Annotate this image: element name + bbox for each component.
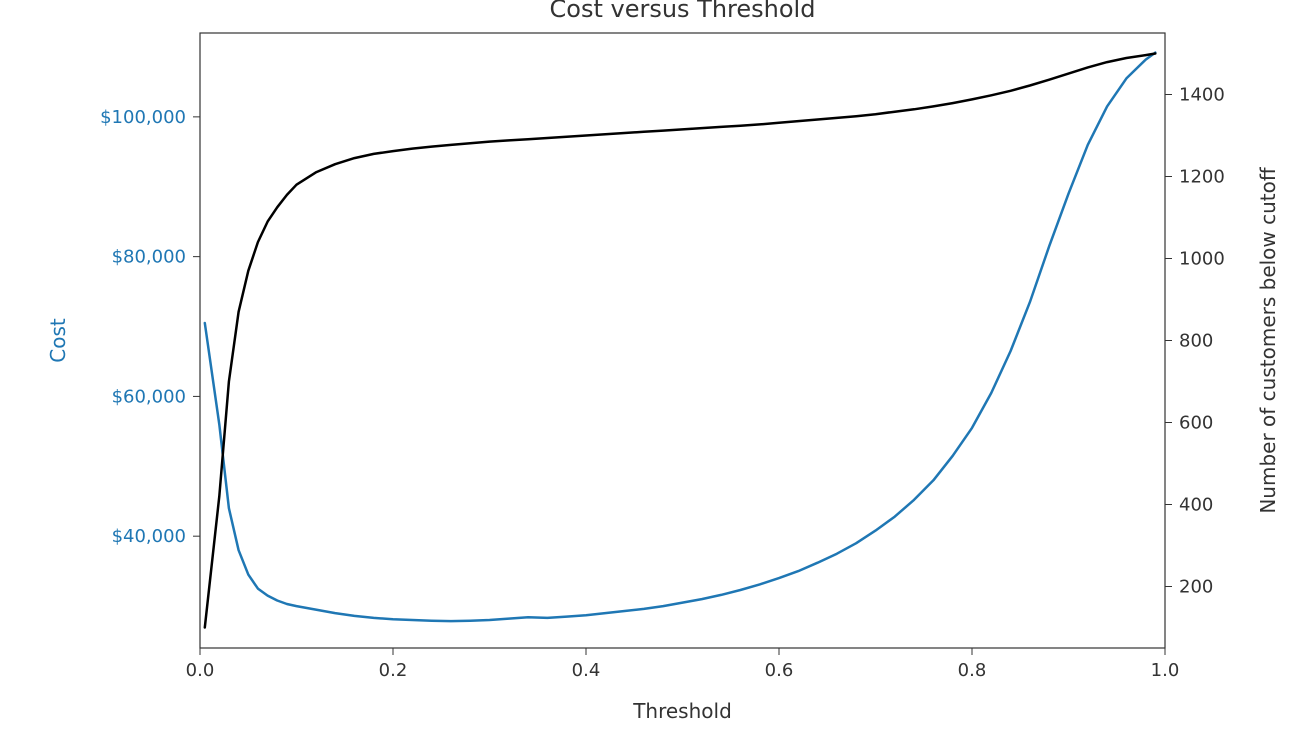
y-right-tick-label: 800 xyxy=(1179,331,1213,352)
x-tick-label: 0.8 xyxy=(958,660,987,681)
x-tick-label: 0.2 xyxy=(379,660,408,681)
y-left-tick-label: $100,000 xyxy=(100,107,186,128)
x-tick-label: 0.4 xyxy=(572,660,601,681)
x-tick-label: 1.0 xyxy=(1151,660,1180,681)
y-left-tick-label: $40,000 xyxy=(112,526,186,547)
y-right-tick-label: 200 xyxy=(1179,577,1213,598)
y-right-tick-label: 1000 xyxy=(1179,249,1225,270)
x-tick-label: 0.0 xyxy=(186,660,215,681)
y-right-axis-label: Number of customers below cutoff xyxy=(1256,166,1280,514)
y-left-axis-label: Cost xyxy=(46,318,70,363)
chart-container: Cost versus Threshold 0.0 0.2 0.4 0.6 0.8 1.0 T… xyxy=(0,0,1300,731)
y-right-tick-label: 600 xyxy=(1179,413,1213,434)
x-tick-label: 0.6 xyxy=(765,660,794,681)
y-right-tick-label: 1200 xyxy=(1179,167,1225,188)
chart-title: Cost versus Threshold xyxy=(550,0,816,23)
y-right-tick-label: 400 xyxy=(1179,495,1213,516)
y-left-tick-label: $60,000 xyxy=(112,386,186,407)
y-right-tick-label: 1400 xyxy=(1179,85,1225,106)
y-left-tick-label: $80,000 xyxy=(112,247,186,268)
chart-svg: Cost versus Threshold 0.0 0.2 0.4 0.6 0.8 1.0 T… xyxy=(0,0,1300,731)
x-axis-label: Threshold xyxy=(632,699,732,723)
